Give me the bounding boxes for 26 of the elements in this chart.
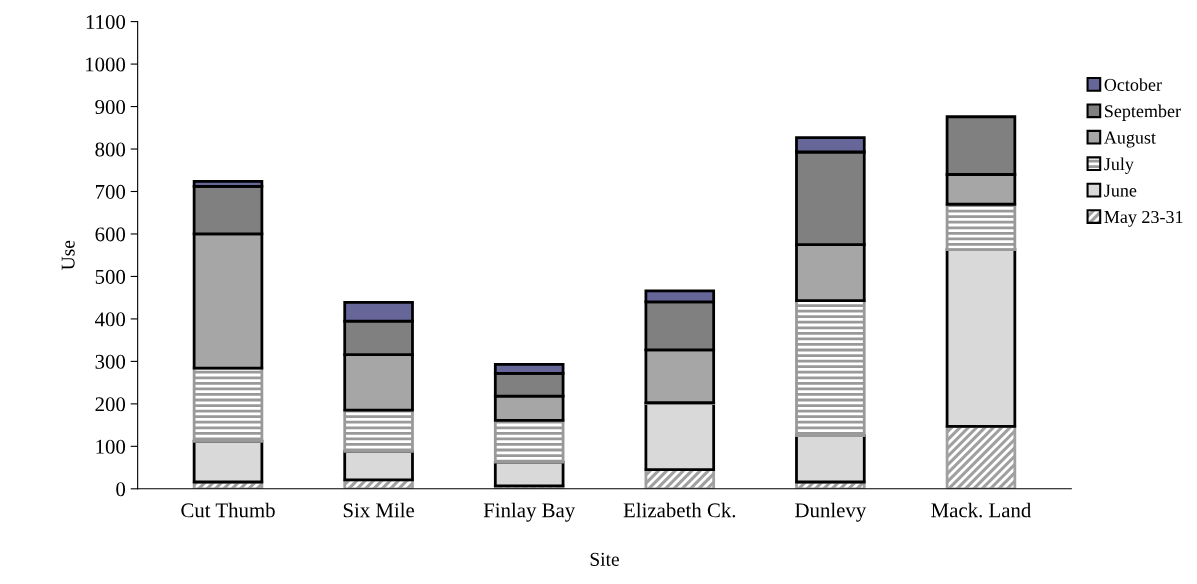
y-tick-label: 500 [95,269,126,284]
y-tick-label: 100 [96,439,126,454]
legend-label: July [1104,157,1134,174]
x-tick-label: Finlay Bay [483,502,576,522]
legend-label: September [1105,104,1181,121]
x-tick-label: Dunlevy [795,502,867,522]
y-tick-label: 800 [95,142,126,157]
legend-label: October [1104,78,1162,91]
y-tick-label: 1000 [86,57,126,72]
y-tick-label: 900 [95,99,126,114]
x-tick-label: Six Mile [343,502,415,518]
x-tick-label: Mack. Land [931,502,1032,518]
x-tick-label: Elizabeth Ck. [623,502,736,518]
y-tick-label: 300 [95,354,126,369]
y-tick-label: 700 [95,184,126,199]
y-tick-label: 600 [95,227,126,242]
x-tick-label: Cut Thumb [181,502,275,518]
legend-label: August [1103,131,1156,148]
legend-label: May 23-31 [1104,210,1183,227]
y-tick-label: 200 [95,397,126,412]
legend-label: June [1104,184,1137,197]
y-tick-label: 1100 [86,14,126,30]
y-tick-label: 0 [116,482,126,497]
y-tick-label: 400 [95,312,126,327]
x-axis-title: Site [590,552,619,566]
y-axis-title: Use [61,240,75,270]
